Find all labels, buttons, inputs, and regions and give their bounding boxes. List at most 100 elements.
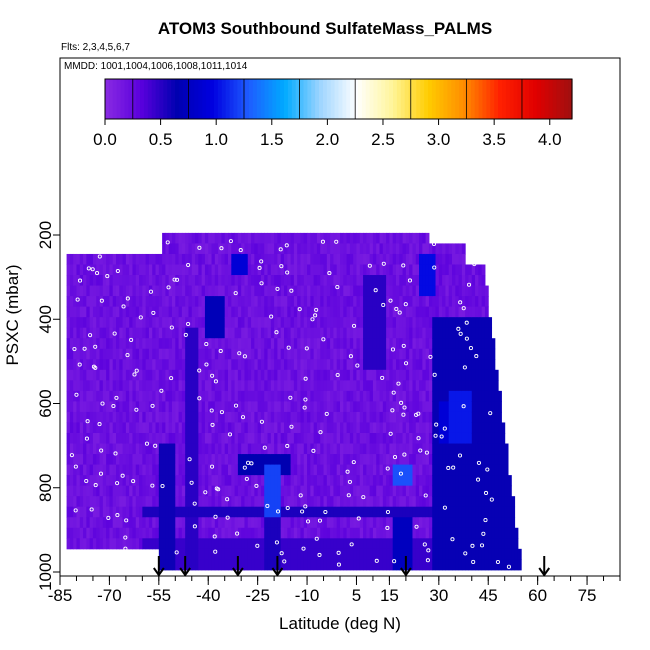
heatmap-cell (284, 548, 288, 560)
heatmap-cell (494, 548, 499, 560)
colorbar-segment (474, 79, 480, 119)
heatmap-cell (155, 317, 160, 329)
heatmap-cell (185, 559, 189, 571)
heatmap-cell (415, 506, 420, 518)
heatmap-cell (445, 475, 450, 487)
heatmap-cell (396, 464, 400, 476)
sample-point (472, 261, 477, 267)
heatmap-cell (366, 338, 371, 350)
heatmap-cell (89, 496, 94, 508)
heatmap-cell (162, 411, 166, 423)
heatmap-cell (376, 506, 381, 518)
heatmap-cell (165, 432, 170, 445)
heatmap-cell (366, 243, 371, 255)
heatmap-cell (125, 454, 130, 466)
heatmap-cell (129, 296, 133, 308)
heatmap-cell (251, 264, 255, 276)
heatmap-cell (129, 380, 133, 392)
heatmap-cell (494, 527, 499, 539)
heatmap-cell (165, 464, 170, 476)
heatmap-cell (69, 253, 74, 265)
sample-point (213, 549, 218, 554)
heatmap-cell (455, 275, 460, 287)
heatmap-cell (106, 380, 110, 392)
heatmap-cell (389, 380, 394, 392)
heatmap-cell (264, 317, 269, 329)
heatmap-cell (76, 422, 81, 434)
heatmap-cell (432, 485, 437, 497)
colorbar-segment (470, 79, 476, 119)
heatmap-cell (129, 443, 133, 455)
heatmap-cell (102, 264, 107, 276)
heatmap-cell (228, 454, 232, 466)
heatmap-cell (267, 317, 272, 329)
heatmap-cell (280, 338, 285, 350)
heatmap-cell (356, 306, 361, 318)
heatmap-cell (293, 285, 298, 297)
heatmap-cell (484, 496, 489, 508)
heatmap-cell (106, 285, 110, 297)
heatmap-cell (211, 517, 216, 529)
heatmap-cell (316, 275, 321, 287)
heatmap-cell (297, 401, 301, 413)
heatmap-cell (175, 390, 180, 402)
heatmap-cell (172, 432, 176, 445)
heatmap-cell (211, 275, 216, 287)
heatmap-cell (386, 390, 390, 402)
sample-point (113, 451, 118, 456)
colorbar-segment (284, 79, 289, 119)
heatmap-cell (132, 506, 137, 518)
heatmap-cell (425, 401, 430, 413)
heatmap-cell (438, 432, 443, 445)
heatmap-cell (508, 506, 512, 518)
heatmap-cell (195, 243, 199, 255)
heatmap-cell (471, 432, 476, 445)
heatmap-cell (155, 306, 160, 318)
heatmap-cell (303, 327, 308, 339)
sample-point (94, 271, 100, 276)
heatmap-cell (412, 454, 417, 466)
heatmap-cell (405, 559, 410, 571)
heatmap-cell (155, 496, 160, 508)
heatmap-cell (310, 253, 315, 265)
heatmap-cell (458, 517, 463, 529)
heatmap-cell (435, 306, 440, 318)
heatmap-cell (461, 517, 466, 529)
heatmap-cell (498, 559, 502, 571)
heatmap-cell (106, 275, 110, 287)
heatmap-cell (343, 338, 348, 350)
heatmap-cell (478, 285, 483, 297)
heatmap-cell (224, 253, 229, 265)
heatmap-cell (264, 359, 269, 371)
sample-point (134, 368, 139, 373)
heatmap-cell (247, 327, 252, 339)
colorbar-tick-label: 4.0 (538, 130, 562, 149)
sample-point (228, 239, 233, 244)
heatmap-cell (112, 275, 117, 287)
heatmap-cell (234, 232, 239, 244)
sample-point (233, 291, 238, 296)
heatmap-cell (267, 243, 272, 255)
heatmap-cell (422, 296, 427, 308)
heatmap-cell (310, 517, 315, 529)
heatmap-cell (280, 275, 285, 287)
heatmap-cell (405, 432, 410, 445)
heatmap-cell (415, 338, 420, 350)
heatmap-cell (247, 485, 252, 497)
heatmap-cell (353, 506, 357, 518)
heatmap-cell (129, 538, 133, 550)
heatmap-cell (369, 338, 374, 350)
heatmap-cell (442, 401, 446, 413)
heatmap-cell (251, 359, 255, 371)
heatmap-cell (224, 464, 229, 476)
sample-point (336, 562, 341, 567)
heatmap-cell (231, 253, 236, 265)
heatmap-cell (340, 338, 344, 350)
heatmap-cell (284, 253, 288, 265)
heatmap-cell (274, 296, 278, 308)
heatmap-cell (287, 275, 292, 287)
heatmap-cell (86, 454, 91, 466)
heatmap-cell (330, 432, 334, 445)
heatmap-cell (264, 296, 269, 308)
heatmap-cell (484, 411, 489, 423)
